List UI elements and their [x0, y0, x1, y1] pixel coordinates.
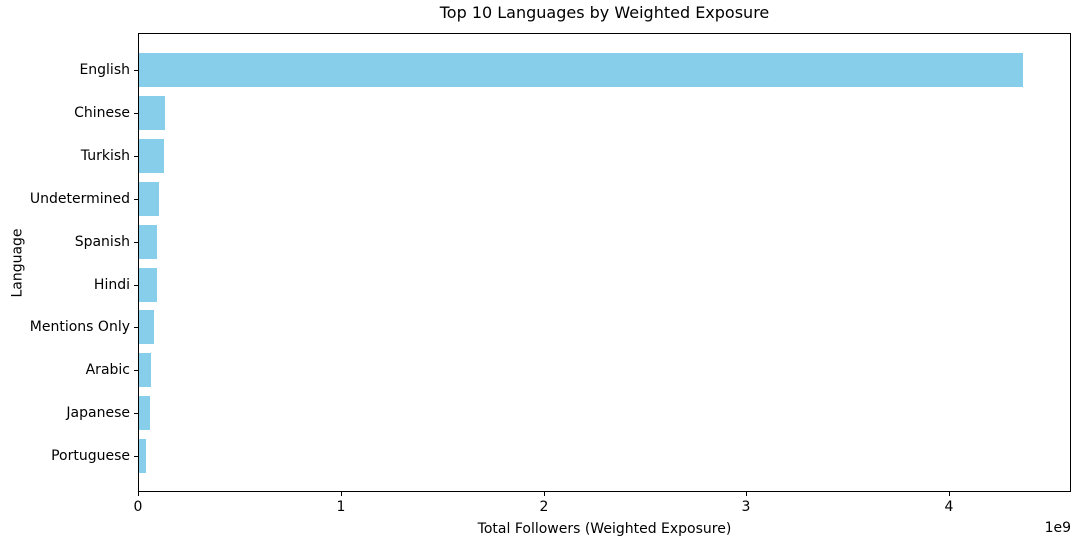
x-axis-label: Total Followers (Weighted Exposure): [477, 521, 732, 537]
y-tick-label: Mentions Only: [29, 319, 130, 336]
bar-hindi: [139, 267, 157, 302]
y-tick-mark: [134, 113, 138, 114]
y-tick-mark: [134, 285, 138, 286]
bar-english: [139, 53, 1023, 87]
y-tick-mark: [134, 456, 138, 457]
bar-turkish: [139, 138, 164, 173]
chart-title: Top 10 Languages by Weighted Exposure: [439, 3, 770, 22]
x-tick-label: 3: [741, 499, 751, 515]
y-tick-mark: [134, 413, 138, 414]
x-tick-label: 4: [944, 499, 954, 515]
y-tick-label: Turkish: [80, 147, 130, 164]
x-tick-mark: [746, 492, 747, 496]
bar-mentions-only: [139, 310, 154, 345]
x-tick-mark: [138, 492, 139, 496]
bar-japanese: [139, 396, 150, 431]
x-tick-label: 2: [539, 499, 549, 515]
x-tick-mark: [341, 492, 342, 496]
y-tick-label: Japanese: [66, 405, 130, 422]
bar-portuguese: [139, 439, 146, 474]
y-tick-mark: [134, 242, 138, 243]
plot-area: [138, 33, 1071, 492]
y-tick-mark: [134, 70, 138, 71]
x-tick-mark: [544, 492, 545, 496]
bar-arabic: [139, 353, 151, 388]
y-tick-label: Undetermined: [29, 190, 130, 207]
y-tick-mark: [134, 156, 138, 157]
y-tick-mark: [134, 199, 138, 200]
bar-spanish: [139, 224, 157, 259]
axis-offset-text: 1e9: [1044, 520, 1071, 536]
x-tick-mark: [949, 492, 950, 496]
y-tick-mark: [134, 327, 138, 328]
x-tick-label: 0: [133, 499, 143, 515]
y-tick-label: English: [79, 62, 130, 78]
y-tick-label: Arabic: [85, 362, 130, 379]
y-tick-label: Chinese: [74, 104, 130, 121]
y-tick-label: Portuguese: [51, 448, 130, 465]
y-tick-label: Hindi: [93, 276, 130, 293]
bar-undetermined: [139, 181, 159, 216]
bar-chinese: [139, 95, 165, 130]
y-tick-label: Spanish: [74, 233, 130, 250]
y-tick-mark: [134, 370, 138, 371]
x-tick-label: 1: [336, 499, 346, 515]
